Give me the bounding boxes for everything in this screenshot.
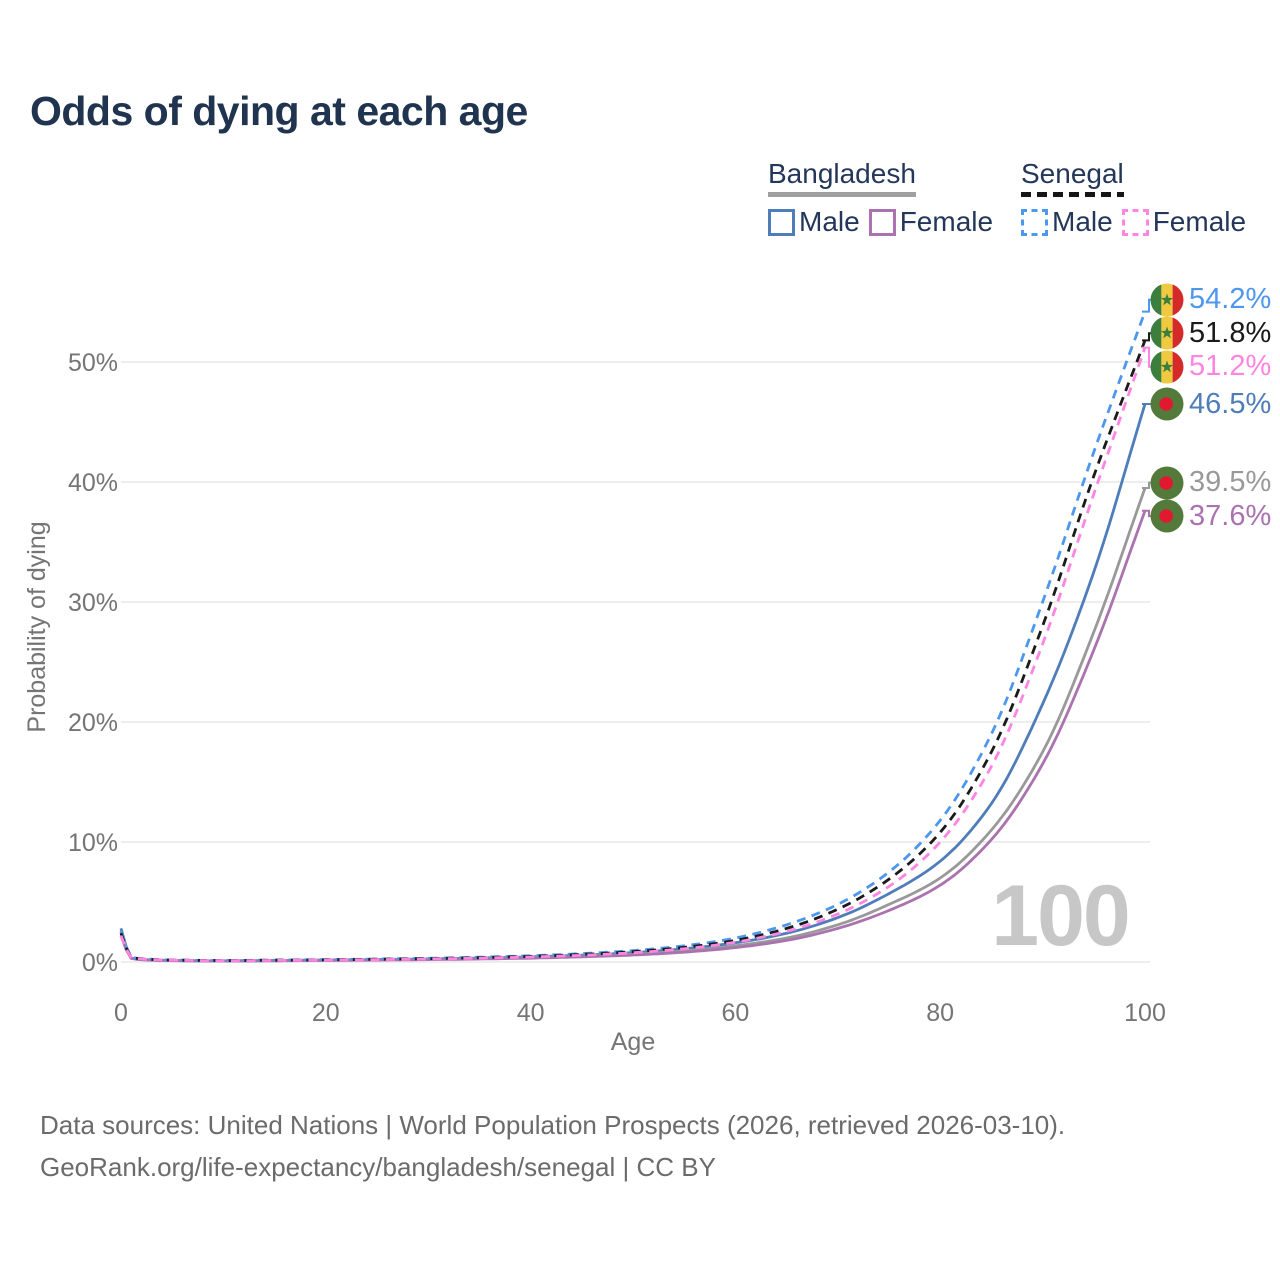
y-tick-label: 50%	[68, 349, 118, 377]
legend-swatch-bangladesh-female	[868, 208, 896, 236]
y-tick-label: 0%	[82, 949, 118, 977]
legend-item-bangladesh-female[interactable]: Female	[868, 206, 994, 238]
legend-bangladesh-total-line-swatch	[768, 192, 916, 197]
legend-item-senegal-female[interactable]: Female	[1121, 206, 1247, 238]
x-tick-label: 20	[312, 999, 340, 1027]
legend-swatch-bangladesh-male	[768, 208, 795, 236]
x-tick-label: 60	[721, 999, 749, 1027]
footer-data-sources: Data sources: United Nations | World Pop…	[40, 1110, 1066, 1140]
legend-item-bangladesh-male[interactable]: Male	[768, 206, 860, 238]
y-axis-title: Probability of dying	[23, 521, 51, 732]
label-connector-bangladesh-total	[1142, 481, 1155, 489]
x-tick-label: 100	[1124, 999, 1166, 1027]
legend-swatch-senegal-male	[1021, 208, 1048, 236]
legend-group-senegal: Senegal Male Female	[1021, 158, 1246, 238]
label-connector-senegal-total	[1142, 332, 1155, 342]
x-tick-label: 80	[926, 999, 954, 1027]
footer-attribution-link: GeoRank.org/life-expectancy/bangladesh/s…	[40, 1152, 716, 1182]
footer: Data sources: United Nations | World Pop…	[40, 1104, 1065, 1188]
x-tick-label: 40	[517, 999, 545, 1027]
y-tick-label: 20%	[68, 709, 118, 737]
y-axis-tick-labels: 0% 10% 20% 30% 40% 50%	[68, 349, 118, 977]
series-line-senegal-female	[119, 347, 1147, 963]
legend-item-senegal-male[interactable]: Male	[1021, 206, 1113, 238]
y-tick-label: 40%	[68, 469, 118, 497]
page-title: Odds of dying at each age	[30, 88, 528, 134]
series-line-senegal-male	[119, 311, 1147, 962]
legend-label-bangladesh-male: Male	[799, 206, 860, 237]
series-lines	[119, 311, 1147, 963]
x-axis-tick-labels: 0 20 40 60 80 100	[114, 999, 1166, 1027]
legend-swatch-senegal-female	[1121, 208, 1149, 236]
y-tick-label: 10%	[68, 829, 118, 857]
legend-label-senegal-male: Male	[1052, 206, 1113, 237]
legend-label-bangladesh-female: Female	[899, 206, 994, 237]
legend-country-bangladesh: Bangladesh	[768, 158, 916, 189]
x-axis-title: Age	[611, 1028, 655, 1056]
legend-group-bangladesh: Bangladesh Male Female	[768, 158, 993, 238]
age-watermark: 100	[991, 868, 1129, 964]
legend-senegal-total-line-swatch	[1021, 192, 1124, 197]
legend-label-senegal-female: Female	[1152, 206, 1247, 237]
x-tick-label: 0	[114, 999, 128, 1027]
series-line-senegal-total	[119, 339, 1147, 962]
legend-country-senegal: Senegal	[1021, 158, 1124, 189]
label-connector-senegal-male	[1142, 298, 1155, 313]
y-tick-label: 30%	[68, 589, 118, 617]
